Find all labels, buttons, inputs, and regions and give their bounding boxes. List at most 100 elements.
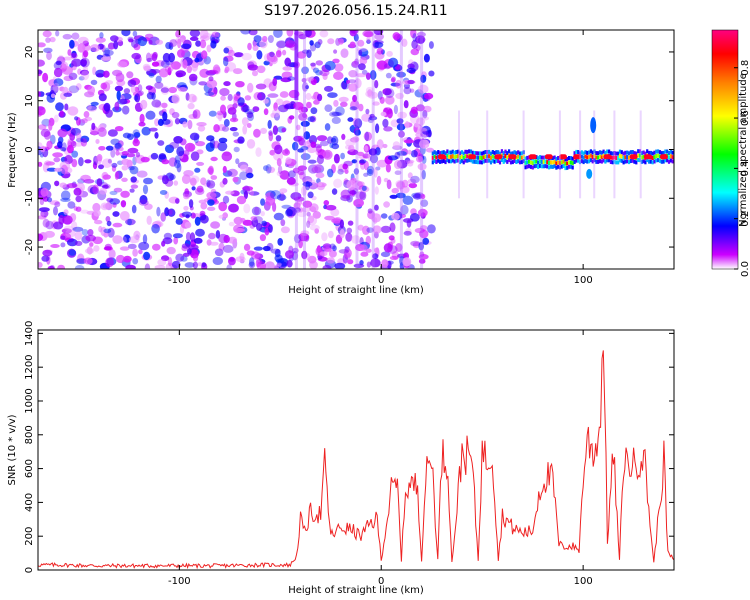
heatmap-cell — [184, 142, 196, 152]
heatmap-cell — [338, 96, 349, 103]
heatmap-cell — [326, 257, 335, 264]
heatmap-cell — [495, 158, 498, 163]
heatmap-cell — [310, 62, 316, 67]
heatmap-cell — [54, 201, 61, 208]
heatmap-cell — [448, 150, 451, 155]
heatmap-cell — [588, 150, 591, 155]
heatmap-cell — [196, 185, 204, 193]
heatmap-cell — [228, 203, 239, 213]
heatmap-cell — [548, 161, 551, 165]
heatmap-cell — [316, 154, 324, 165]
heatmap-cell — [94, 219, 103, 225]
heatmap-cell — [455, 150, 458, 154]
snr-plot: -100 0 100 0 200 400 600 800 1000 1200 1400 Heigh… — [7, 321, 675, 596]
heatmap-cell — [402, 195, 414, 205]
heatmap-cell — [351, 136, 360, 143]
heatmap-cell — [403, 230, 412, 236]
heatmap-cell — [344, 169, 349, 175]
heatmap-cell — [486, 154, 489, 159]
heatmap-cell — [358, 103, 364, 112]
heatmap-cell — [595, 151, 598, 156]
heatmap-cell — [394, 170, 402, 175]
heatmap-cell — [542, 159, 545, 164]
heatmap-cell — [38, 161, 43, 167]
heatmap-cell — [142, 234, 148, 244]
heatmap-cell — [294, 196, 305, 202]
heatmap-cell — [473, 151, 476, 155]
heatmap-cell — [580, 154, 583, 159]
heatmap-cell — [383, 201, 390, 208]
heatmap-cell — [232, 176, 239, 183]
heatmap-cell — [256, 261, 267, 269]
heatmap-cell — [105, 80, 114, 85]
heatmap-cell — [105, 145, 114, 151]
heatmap-cell — [508, 158, 511, 163]
heatmap-cell — [293, 234, 302, 244]
heatmap-cell — [374, 247, 379, 253]
heatmap-cell — [351, 60, 359, 67]
heatmap-cell — [279, 91, 289, 98]
spectrogram-x-ticks: -100 0 100 — [168, 30, 593, 286]
heatmap-cell — [313, 99, 320, 105]
heatmap-cell — [433, 150, 436, 155]
heatmap-cell — [206, 79, 218, 89]
heatmap-cell — [137, 36, 148, 47]
heatmap-cell — [171, 260, 181, 269]
heatmap-cell — [117, 61, 128, 68]
heatmap-cell — [300, 146, 309, 151]
heatmap-streak — [355, 30, 359, 269]
heatmap-cell — [373, 41, 384, 49]
heatmap-streak — [294, 30, 299, 100]
heatmap-cell — [348, 144, 355, 152]
heatmap-cell — [292, 167, 300, 174]
heatmap-cell — [385, 163, 391, 173]
heatmap-cell — [332, 245, 337, 252]
heatmap-cell — [78, 76, 85, 81]
heatmap-cell — [329, 142, 334, 149]
heatmap-cell — [582, 151, 585, 156]
heatmap-cell — [466, 158, 469, 163]
heatmap-cell — [618, 154, 622, 158]
heatmap-cell — [420, 74, 427, 83]
x-tick-label: 100 — [574, 576, 593, 587]
heatmap-cell — [262, 35, 268, 43]
heatmap-cell — [200, 214, 209, 224]
heatmap-cell — [598, 150, 602, 155]
heatmap-cell — [637, 158, 640, 162]
heatmap-cell — [642, 150, 645, 155]
heatmap-cell — [78, 157, 84, 167]
heatmap-cell — [435, 151, 438, 156]
heatmap-cell — [391, 251, 399, 260]
heatmap-cell — [428, 41, 434, 49]
heatmap-cell — [365, 248, 372, 253]
heatmap-cell — [192, 254, 199, 262]
heatmap-cell — [76, 132, 82, 141]
heatmap-cell — [184, 221, 192, 229]
heatmap-cell — [349, 41, 356, 48]
heatmap-cell — [410, 48, 420, 56]
heatmap-cell — [396, 118, 404, 124]
heatmap-cell — [251, 206, 262, 216]
heatmap-cell — [46, 140, 53, 150]
heatmap-cell — [116, 254, 125, 264]
colorbar-gradient — [711, 29, 739, 270]
heatmap-cell — [366, 36, 371, 44]
heatmap-cell — [411, 39, 418, 50]
heatmap-cell — [112, 211, 120, 217]
heatmap-cell — [175, 70, 186, 77]
heatmap-cell — [515, 160, 518, 164]
snr-y-label: SNR (10 * v/v) — [7, 414, 18, 485]
heatmap-cell — [361, 185, 367, 191]
heatmap-cell — [151, 69, 161, 74]
heatmap-cell — [580, 150, 583, 155]
heatmap-cell — [412, 193, 422, 200]
heatmap-cell — [130, 176, 137, 183]
heatmap-cell — [171, 94, 180, 104]
heatmap-cell — [38, 207, 50, 213]
heatmap-cell — [626, 159, 629, 164]
heatmap-cell — [486, 158, 489, 163]
heatmap-cell — [338, 249, 349, 254]
heatmap-cell — [53, 157, 61, 163]
heatmap-cell — [401, 38, 408, 47]
heatmap-cell — [667, 159, 671, 164]
